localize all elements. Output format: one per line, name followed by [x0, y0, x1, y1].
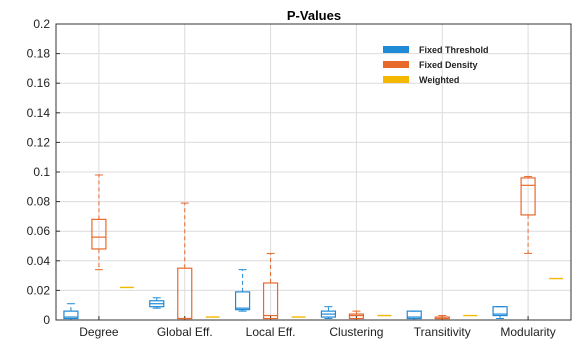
y-tick-label: 0.18 [27, 47, 51, 61]
y-tick-label: 0.04 [27, 254, 51, 268]
y-tick-label: 0.06 [27, 224, 51, 238]
legend-swatch [383, 61, 409, 68]
iqr-box [520, 177, 536, 216]
box-0-1 [149, 297, 165, 309]
y-tick-label: 0.1 [33, 165, 50, 179]
box-0-2 [234, 269, 251, 312]
plot-area-frame [55, 23, 572, 321]
x-axis: Degree Global Eff. Local Eff. Clustering Tra… [79, 316, 556, 339]
x-tick-label: Modularity [500, 325, 555, 339]
iqr-box [262, 282, 279, 320]
x-tick-label: Clustering [329, 325, 383, 339]
iqr-box [492, 306, 508, 317]
y-tick-label: 0.2 [33, 17, 50, 31]
y-tick-label: 0 [43, 313, 50, 327]
y-tick-label: 0.16 [27, 76, 51, 90]
x-tick-label: Transitivity [414, 325, 471, 339]
box-0-0 [63, 303, 79, 321]
y-tick-label: 0.08 [27, 195, 51, 209]
legend-label: Weighted [419, 75, 459, 85]
box-0-5 [492, 306, 508, 320]
chart-title: P-Values [287, 8, 341, 23]
iqr-box [63, 310, 79, 320]
x-tick-label: Global Eff. [157, 325, 213, 339]
box-1-2 [262, 252, 279, 321]
y-tick-label: 0.12 [27, 135, 51, 149]
legend-label: Fixed Threshold [419, 45, 489, 55]
y-tick-label: 0.14 [27, 106, 51, 120]
box-1-0 [91, 174, 107, 271]
box-0-3 [320, 306, 337, 320]
x-tick-label: Local Eff. [246, 325, 296, 339]
y-tick-label: 0.02 [27, 283, 51, 297]
legend: Fixed Threshold Fixed Density Weighted [383, 45, 489, 85]
legend-swatch [383, 46, 409, 53]
x-tick-label: Degree [79, 325, 119, 339]
box-1-5 [520, 175, 536, 254]
iqr-box [234, 291, 251, 311]
box-plots [63, 174, 564, 321]
iqr-box [91, 218, 107, 250]
legend-label: Fixed Density [419, 60, 478, 70]
legend-swatch [383, 76, 409, 83]
y-axis: 0 0.02 0.04 0.06 0.08 0.1 0.12 0.14 0.16 0.18 0.2 [27, 17, 60, 327]
iqr-box [348, 313, 365, 320]
iqr-box [406, 310, 422, 320]
